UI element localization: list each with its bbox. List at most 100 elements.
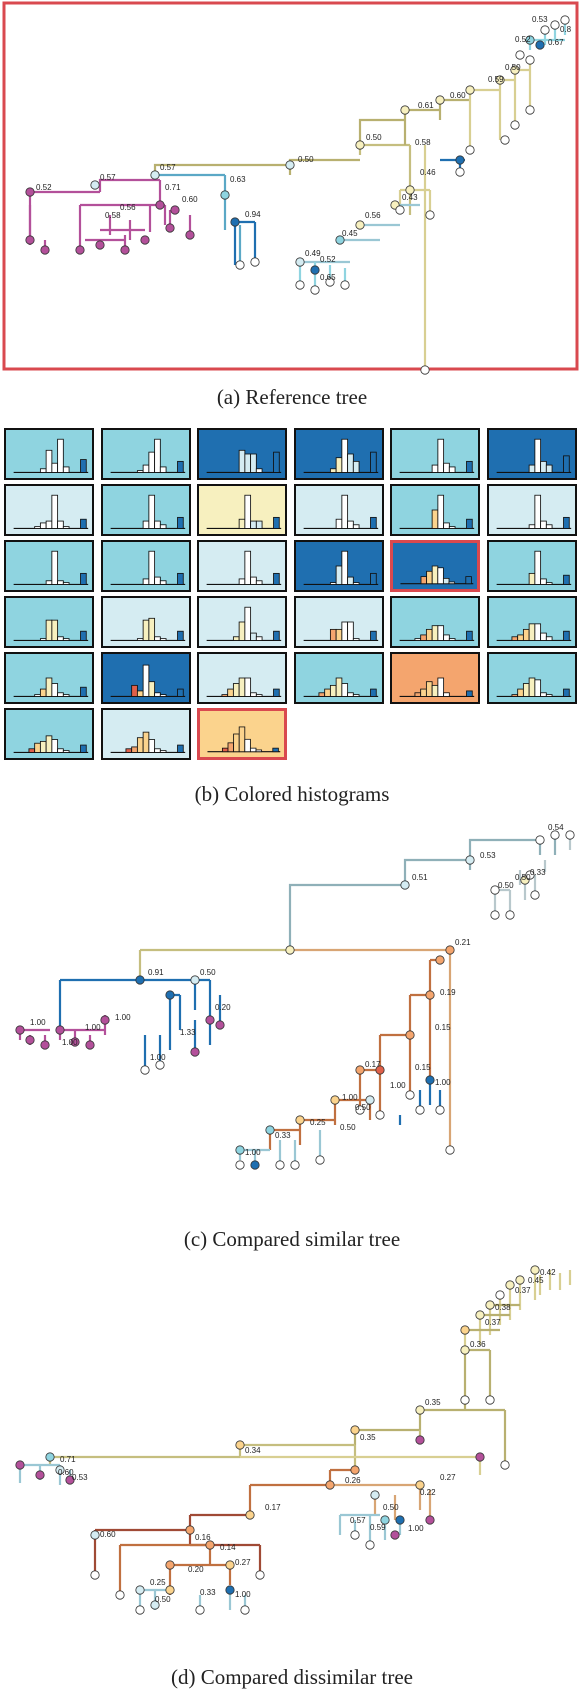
support-label: 0.57 (350, 1516, 366, 1525)
histogram-bar (533, 623, 541, 641)
histogram-bar (136, 737, 144, 753)
histogram-bar (244, 738, 251, 753)
support-label: 0.53 (72, 1473, 88, 1482)
tree-node (220, 190, 230, 200)
histogram-bar (352, 638, 359, 641)
tree-node (140, 1065, 150, 1075)
tree-node (255, 1570, 265, 1580)
support-label: 0.60 (100, 1530, 116, 1539)
histogram-cell (100, 484, 191, 536)
histogram-bar (45, 677, 53, 697)
tree-node (395, 205, 405, 215)
histogram-bar (528, 524, 535, 529)
histogram-bar (159, 694, 166, 697)
histogram-bar (80, 630, 87, 641)
tree-node (15, 1460, 25, 1470)
tree-node (85, 1040, 95, 1050)
tree-node (235, 1145, 245, 1155)
tree-node (550, 830, 560, 840)
support-label: 0.50 (298, 155, 314, 164)
support-label: 0.60 (450, 91, 466, 100)
histogram-bar (335, 628, 342, 641)
histogram-bar (176, 744, 184, 753)
support-label: 0.51 (412, 873, 428, 882)
histogram-bar (443, 462, 450, 473)
tree-node (435, 1105, 445, 1115)
support-label: 1.00 (235, 1590, 251, 1599)
support-label: 0.59 (488, 75, 504, 84)
support-label: 0.50 (340, 1123, 356, 1132)
histogram-bar (562, 574, 570, 585)
histogram-bar (147, 451, 155, 473)
support-label: 0.25 (150, 1578, 166, 1587)
histogram-bar (39, 468, 47, 473)
histogram-bar (533, 679, 541, 697)
histogram-bar (34, 694, 41, 697)
tree-node (550, 20, 560, 30)
tree-node (70, 1037, 80, 1047)
tree-node (165, 223, 175, 233)
caption-b: (b) Colored histograms (194, 782, 390, 806)
tree-node (15, 1025, 25, 1035)
histogram-bar (28, 748, 36, 753)
tree-node (325, 1480, 335, 1490)
histogram-bar (51, 739, 59, 753)
histogram-bar (329, 628, 337, 641)
histogram-bar (369, 451, 377, 473)
histogram-bar (62, 694, 70, 697)
histogram-cell (4, 428, 94, 480)
histogram-bar (57, 748, 64, 753)
dissimilar-tree: 0.420.450.370.380.370.360.350.350.340.27… (15, 1265, 572, 1615)
histogram-cell (390, 428, 480, 480)
histogram-bar (80, 572, 87, 585)
tree-node (115, 1590, 125, 1600)
histogram-bar (340, 438, 348, 473)
histogram-bar (329, 684, 337, 697)
histogram-bar (227, 688, 234, 697)
support-label: 0.50 (498, 881, 514, 890)
tree-node (245, 1510, 255, 1520)
tree-node (465, 855, 475, 865)
support-label: 1.00 (150, 1053, 166, 1062)
tree-node (365, 1540, 375, 1550)
tree-node (310, 265, 320, 275)
support-label: 0.17 (265, 1503, 281, 1512)
tree-node (380, 1515, 390, 1525)
tree-node (135, 975, 145, 985)
tree-node (55, 1025, 65, 1035)
tree-node (140, 235, 150, 245)
histogram-bar (45, 520, 53, 529)
histogram-bar (62, 526, 70, 529)
histogram-bar (238, 578, 246, 585)
support-label: 0.42 (540, 1268, 556, 1277)
tree-node (195, 1605, 205, 1615)
histogram-bar (80, 744, 87, 753)
tree-node (65, 1475, 75, 1485)
histogram-bar (62, 750, 70, 753)
tree-node (235, 1160, 245, 1170)
tree-node (500, 1460, 510, 1470)
histogram-cell (4, 484, 94, 536)
histogram-bar (62, 638, 70, 641)
tree-node (150, 170, 160, 180)
support-label: 0.50 (355, 1103, 371, 1112)
support-label: 0.27 (440, 1473, 456, 1482)
histogram-bar (340, 494, 348, 529)
histogram-bar (255, 694, 263, 697)
tree-node (485, 1395, 495, 1405)
histogram-bar (352, 524, 359, 529)
tree-node (35, 1470, 45, 1480)
support-label: 0.38 (495, 1303, 511, 1312)
support-label: 0.61 (418, 101, 434, 110)
histogram-bar (255, 520, 263, 529)
histogram-bar (147, 681, 155, 697)
histogram-bar (51, 462, 59, 473)
histogram-bar (255, 468, 263, 473)
tree-node (265, 1125, 275, 1135)
histogram-bar (176, 572, 184, 585)
tree-node (525, 35, 535, 45)
histogram-cell (100, 540, 191, 592)
histogram-bar (272, 747, 279, 753)
histogram-bar (369, 516, 377, 529)
tree-node (460, 1325, 470, 1335)
